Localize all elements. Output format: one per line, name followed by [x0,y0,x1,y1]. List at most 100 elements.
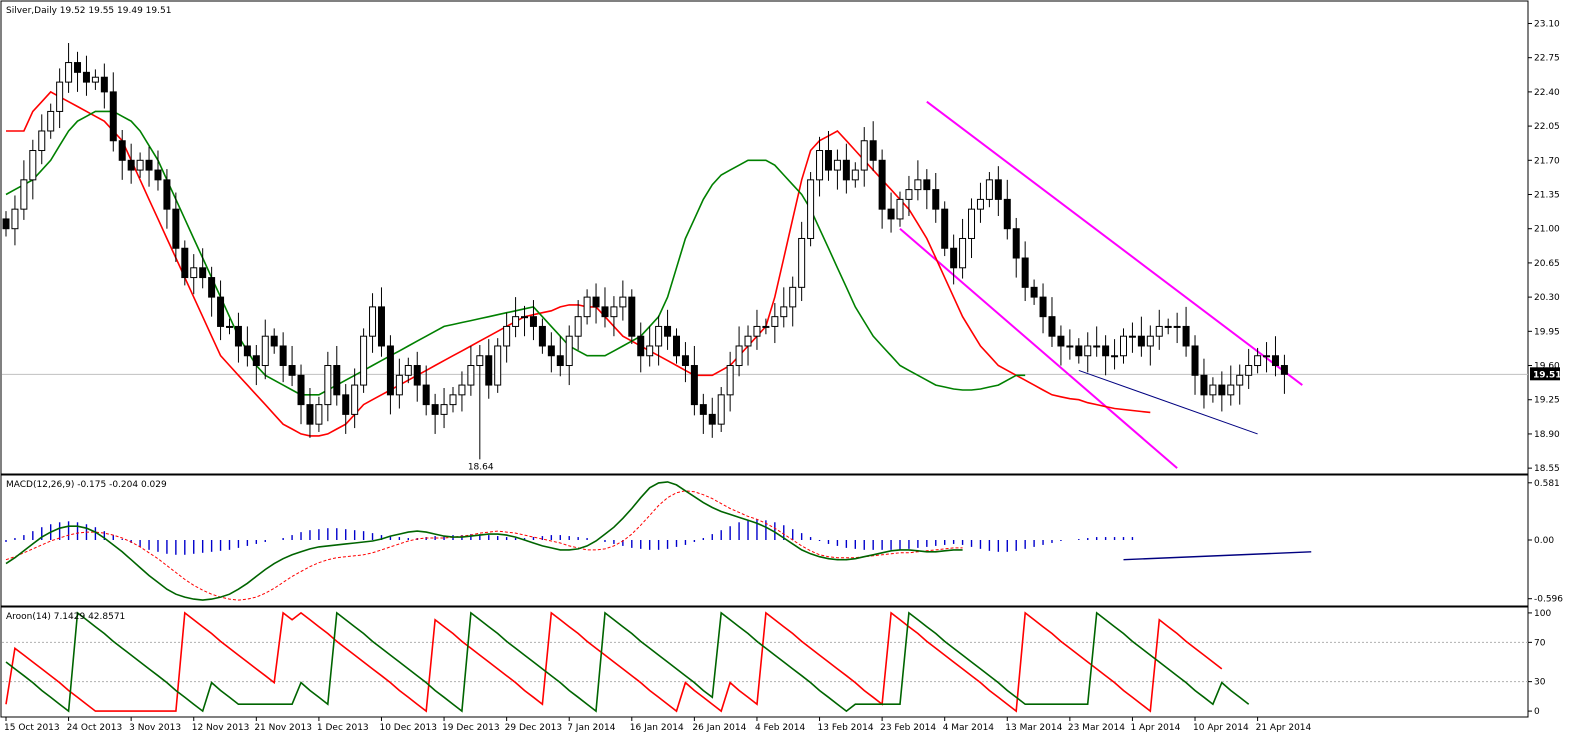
x-tick-label: 4 Feb 2014 [755,723,806,733]
candle-body [65,62,73,83]
x-tick-label: 7 Jan 2014 [567,723,615,733]
candle-body [136,159,144,171]
y-tick-label: 21.00 [1534,225,1560,235]
candle-body [512,316,520,327]
candle-body [467,365,475,386]
candle-body [1137,335,1145,347]
y-tick-label: 19.25 [1534,396,1560,406]
aroon-plot: 100 70 30 0 [2,609,1551,717]
aroon-pane-frame [0,606,1529,718]
candle-body [681,355,689,367]
aroon-down-line [5,611,1250,713]
candle-body [771,316,779,327]
candle-body [762,325,770,328]
candle-body [646,345,654,357]
candle-body [306,404,314,425]
candle-body [1003,198,1011,230]
candle-body [869,140,877,161]
ma-fast-line [6,90,1151,437]
y-tick-label: 18.90 [1534,430,1560,440]
y-tick-label: 22.05 [1534,122,1560,132]
candle-body [38,130,46,152]
x-tick-label: 13 Mar 2014 [1005,723,1062,733]
candle-body [976,198,984,210]
candle-body [1218,384,1226,396]
candle-body [1191,345,1199,376]
price-axis: 23.10 22.75 22.40 22.05 21.70 21.35 21.00 20.65… [1528,19,1561,474]
candle-body [1155,325,1163,337]
candle-body [789,286,797,308]
channel-upper-line [926,100,1303,386]
y-tick-label: 70 [1534,638,1546,648]
candle-body [1200,374,1208,396]
aroon-title: Aroon(14) 7.1429 42.8571 [6,612,125,622]
y-tick-label: 21.70 [1534,156,1560,166]
candle-body [199,267,207,279]
candle-body [923,179,931,191]
time-axis: 15 Oct 2013 24 Oct 2013 3 Nov 2013 12 Nov 2… [4,717,1312,733]
y-tick-label: 22.75 [1534,54,1560,64]
candle-body [1254,355,1262,367]
candle-body [1271,355,1279,367]
candle-body [29,150,37,181]
candle-body [270,335,278,347]
candle-body [404,365,412,376]
moving-averages [5,90,1151,437]
support-trendline [1078,369,1258,435]
y-tick-label: 18.55 [1534,464,1560,474]
x-tick-label: 4 Mar 2014 [943,723,995,733]
macd-main-line [5,481,963,601]
candle-body [708,413,716,425]
y-tick-label: 20.65 [1534,259,1560,269]
candle-body [529,316,537,327]
candle-body [226,325,233,328]
candle-body [932,189,940,210]
candle-body [1173,325,1181,328]
candle-body [172,208,180,249]
candle-body [217,296,225,327]
candle-body [1120,335,1127,357]
candle-body [109,91,117,142]
candle-body [574,316,582,337]
candle-body [476,355,484,367]
candle-body [798,237,806,288]
candle-body [449,394,457,406]
current-price-tag: 19.51 [1533,370,1561,380]
candle-body [968,208,976,239]
candle-body [807,179,815,239]
candle-body [91,76,99,83]
candle-body [1111,355,1119,358]
x-tick-label: 12 Nov 2013 [192,723,250,733]
candle-body [860,140,868,171]
candle-body [324,365,332,406]
candle-body [1012,228,1020,259]
candle-body [297,374,305,406]
y-tick-label: 0.581 [1534,479,1560,489]
candle-body [208,277,216,298]
candle-body [1102,345,1110,357]
y-tick-label: -0.596 [1534,595,1563,605]
candle-body [851,169,859,181]
candle-body [744,335,752,347]
x-tick-label: 21 Apr 2014 [1256,723,1312,733]
price-chart-title: Silver,Daily 19.52 19.55 19.49 19.51 [6,6,171,16]
candle-body [1048,316,1056,337]
candle-body [950,247,958,269]
candle-body [655,325,663,347]
candle-body [878,159,886,210]
candle-body [583,296,591,318]
x-tick-label: 3 Nov 2013 [129,723,181,733]
candle-body [431,404,439,415]
candle-body [82,71,90,83]
candle-body [47,110,55,132]
candle-body [458,384,466,396]
candle-body [1084,345,1092,357]
candle-body [261,335,269,367]
x-tick-label: 26 Jan 2014 [692,723,746,733]
channel-lines [899,100,1303,469]
x-tick-label: 13 Feb 2014 [818,723,874,733]
candle-body [753,325,761,337]
x-tick-label: 16 Jan 2014 [630,723,684,733]
candle-body [1164,325,1172,328]
